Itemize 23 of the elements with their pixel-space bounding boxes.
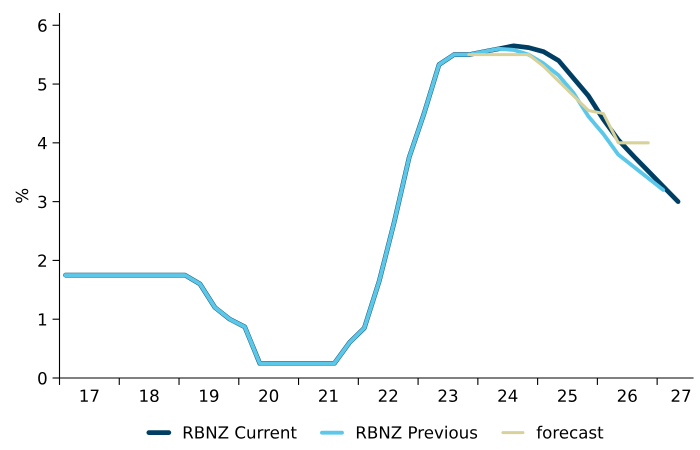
y-tick-label: 1 [38,313,46,326]
x-tick-label: 24 [498,389,518,402]
x-tick-label: 21 [319,389,338,402]
x-tick-label: 26 [618,389,637,402]
y-axis-title: % [16,188,28,203]
y-tick-label: 2 [38,254,46,267]
y-tick-label: 5 [38,78,46,91]
x-tick-label: 20 [259,389,278,402]
legend-label: RBNZ Previous [356,426,478,439]
x-tick-label: 17 [80,390,99,402]
y-tick-label: 4 [38,137,47,150]
legend-label: RBNZ Current [184,426,297,439]
x-tick-label: 19 [200,389,218,402]
y-tick-label: 3 [38,196,46,208]
line-series [467,53,650,144]
x-tick-label: 22 [378,389,398,402]
x-tick-label: 27 [672,389,690,402]
x-tick-label: 23 [438,389,458,402]
y-tick-label: 0 [38,372,47,385]
legend-label: forecast [536,426,604,439]
y-tick-label: 6 [38,19,47,32]
x-tick-label: 18 [140,389,159,402]
x-tick-label: 25 [558,389,577,402]
